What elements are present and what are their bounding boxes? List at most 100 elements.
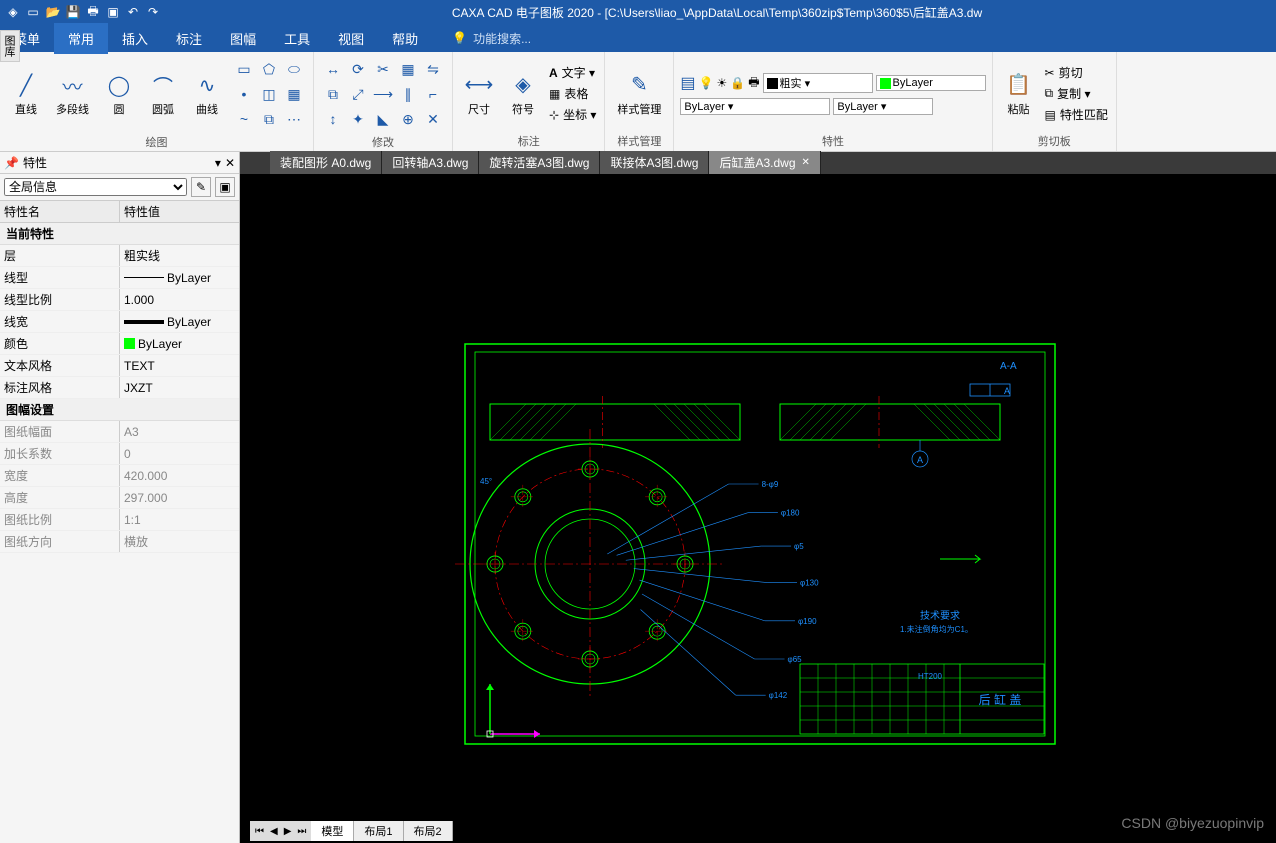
prop-row[interactable]: 标注风格JXZT	[0, 377, 239, 399]
rect-icon[interactable]: ▭	[233, 58, 255, 80]
menu-tab[interactable]: 工具	[270, 23, 324, 54]
move-icon[interactable]: ↔	[322, 58, 344, 80]
fillet-icon[interactable]: ⌐	[422, 83, 444, 105]
drawing-svg[interactable]: 后 缸 盖HT200技术要求1.未注倒角均为C1。A-AA8-φ9φ180φ5φ…	[240, 174, 1276, 824]
rotate-icon[interactable]: ⟳	[347, 58, 369, 80]
scale-icon[interactable]: ⤢	[347, 83, 369, 105]
close-icon[interactable]: ✕	[225, 156, 235, 170]
linetype-combo[interactable]: 粗实 ▾	[763, 73, 873, 93]
color-combo[interactable]: ByLayer	[876, 75, 986, 91]
text-button[interactable]: A文字 ▾	[547, 63, 598, 82]
point-icon[interactable]: •	[233, 83, 255, 105]
tab-prev-icon[interactable]: ◀	[267, 826, 281, 837]
prop-row[interactable]: 高度297.000	[0, 487, 239, 509]
prop-value[interactable]: ByLayer	[120, 333, 239, 354]
library-tab[interactable]: 图库	[0, 30, 20, 62]
print-icon[interactable]: 🖶	[748, 73, 759, 94]
tab-last-icon[interactable]: ⏭	[294, 826, 309, 837]
stretch-icon[interactable]: ↕	[322, 108, 344, 130]
prop-value[interactable]: 1:1	[120, 509, 239, 530]
prop-row[interactable]: 线型比例1.000	[0, 289, 239, 311]
lineweight-combo[interactable]: ByLayer ▾	[833, 98, 933, 115]
entity-props-icon[interactable]: ▤	[680, 73, 695, 93]
selection-combo[interactable]: 全局信息	[4, 178, 187, 196]
tab-next-icon[interactable]: ▶	[281, 826, 295, 837]
prop-value[interactable]: TEXT	[120, 355, 239, 376]
dropdown-icon[interactable]: ▾	[215, 156, 221, 170]
chamfer-icon[interactable]: ◣	[372, 108, 394, 130]
layout-tab-model[interactable]: 模型	[311, 821, 354, 841]
prop-row[interactable]: 图纸幅面A3	[0, 421, 239, 443]
menu-tab[interactable]: 图幅	[216, 23, 270, 54]
redo-icon[interactable]: ↷	[144, 3, 162, 21]
new-icon[interactable]: ▭	[24, 3, 42, 21]
coord-button[interactable]: ⊹坐标 ▾	[547, 105, 598, 124]
doc-tab[interactable]: 后缸盖A3.dwg✕	[709, 151, 820, 174]
prop-group[interactable]: 图幅设置	[0, 399, 239, 421]
prop-row[interactable]: 文本风格TEXT	[0, 355, 239, 377]
menu-tab[interactable]: 插入	[108, 23, 162, 54]
prop-row[interactable]: 图纸方向横放	[0, 531, 239, 553]
arc-button[interactable]: ⌒圆弧	[143, 69, 183, 119]
block-icon[interactable]: ◫	[258, 83, 280, 105]
join-icon[interactable]: ⊕	[397, 108, 419, 130]
prop-row[interactable]: 线宽ByLayer	[0, 311, 239, 333]
open-icon[interactable]: 📂	[44, 3, 62, 21]
offset-icon[interactable]: ⧉	[258, 108, 280, 130]
copy-icon[interactable]: ⧉	[322, 83, 344, 105]
sun-icon[interactable]: ☀	[717, 76, 728, 90]
lock-icon[interactable]: 🔒	[730, 76, 745, 90]
quick-select-icon[interactable]: ▣	[215, 177, 235, 197]
prop-row[interactable]: 图纸比例1:1	[0, 509, 239, 531]
match-button[interactable]: ▤特性匹配	[1043, 105, 1110, 124]
circle-button[interactable]: ◯圆	[99, 69, 139, 119]
saveas-icon[interactable]: 🖶	[84, 3, 102, 21]
hatch-icon[interactable]: ▦	[283, 83, 305, 105]
menu-tab[interactable]: 视图	[324, 23, 378, 54]
feature-search[interactable]: 💡 功能搜索...	[452, 30, 531, 47]
prop-value[interactable]: 297.000	[120, 487, 239, 508]
style-manager-button[interactable]: ✎样式管理	[611, 69, 667, 119]
filter-icon[interactable]: ✎	[191, 177, 211, 197]
trim-icon[interactable]: ✂	[372, 58, 394, 80]
break-icon[interactable]: ∥	[397, 83, 419, 105]
polyline-button[interactable]: 〰多段线	[50, 69, 95, 119]
prop-value[interactable]: ByLayer	[120, 311, 239, 332]
layout-tab[interactable]: 布局1	[354, 821, 403, 841]
doc-tab[interactable]: 回转轴A3.dwg	[382, 151, 479, 174]
line-button[interactable]: ╱直线	[6, 69, 46, 119]
cut-button[interactable]: ✂剪切	[1043, 63, 1110, 82]
copy-button[interactable]: ⧉复制 ▾	[1043, 84, 1110, 103]
ellipse-icon[interactable]: ⬭	[283, 58, 305, 80]
prop-value[interactable]: 0	[120, 443, 239, 464]
prop-row[interactable]: 宽度420.000	[0, 465, 239, 487]
app-icon[interactable]: ◈	[4, 3, 22, 21]
prop-row[interactable]: 层粗实线	[0, 245, 239, 267]
close-icon[interactable]: ✕	[802, 157, 810, 168]
prop-row[interactable]: 加长系数0	[0, 443, 239, 465]
menu-tab-common[interactable]: 常用	[54, 23, 108, 54]
prop-row[interactable]: 颜色ByLayer	[0, 333, 239, 355]
prop-row[interactable]: 线型ByLayer	[0, 267, 239, 289]
prop-value[interactable]: JXZT	[120, 377, 239, 398]
table-button[interactable]: ▦表格	[547, 84, 598, 103]
spline-icon[interactable]: ~	[233, 108, 255, 130]
pin-icon[interactable]: 📌	[4, 156, 19, 170]
prop-group[interactable]: 当前特性	[0, 223, 239, 245]
layer-linetype-combo[interactable]: ByLayer ▾	[680, 98, 830, 115]
prop-value[interactable]: 1.000	[120, 289, 239, 310]
undo-icon[interactable]: ↶	[124, 3, 142, 21]
doc-tab[interactable]: 旋转活塞A3图.dwg	[479, 151, 600, 174]
more-icon[interactable]: ⋯	[283, 108, 305, 130]
paste-button[interactable]: 📋粘贴	[999, 69, 1039, 119]
prop-value[interactable]: 横放	[120, 531, 239, 552]
doc-tab[interactable]: 联接体A3图.dwg	[600, 151, 709, 174]
prop-value[interactable]: 粗实线	[120, 245, 239, 266]
array-icon[interactable]: ▦	[397, 58, 419, 80]
curve-button[interactable]: ∿曲线	[187, 69, 227, 119]
extend-icon[interactable]: ⟶	[372, 83, 394, 105]
layout-tab[interactable]: 布局2	[404, 821, 453, 841]
symbol-button[interactable]: ◈符号	[503, 69, 543, 119]
erase-icon[interactable]: ✕	[422, 108, 444, 130]
polygon-icon[interactable]: ⬠	[258, 58, 280, 80]
